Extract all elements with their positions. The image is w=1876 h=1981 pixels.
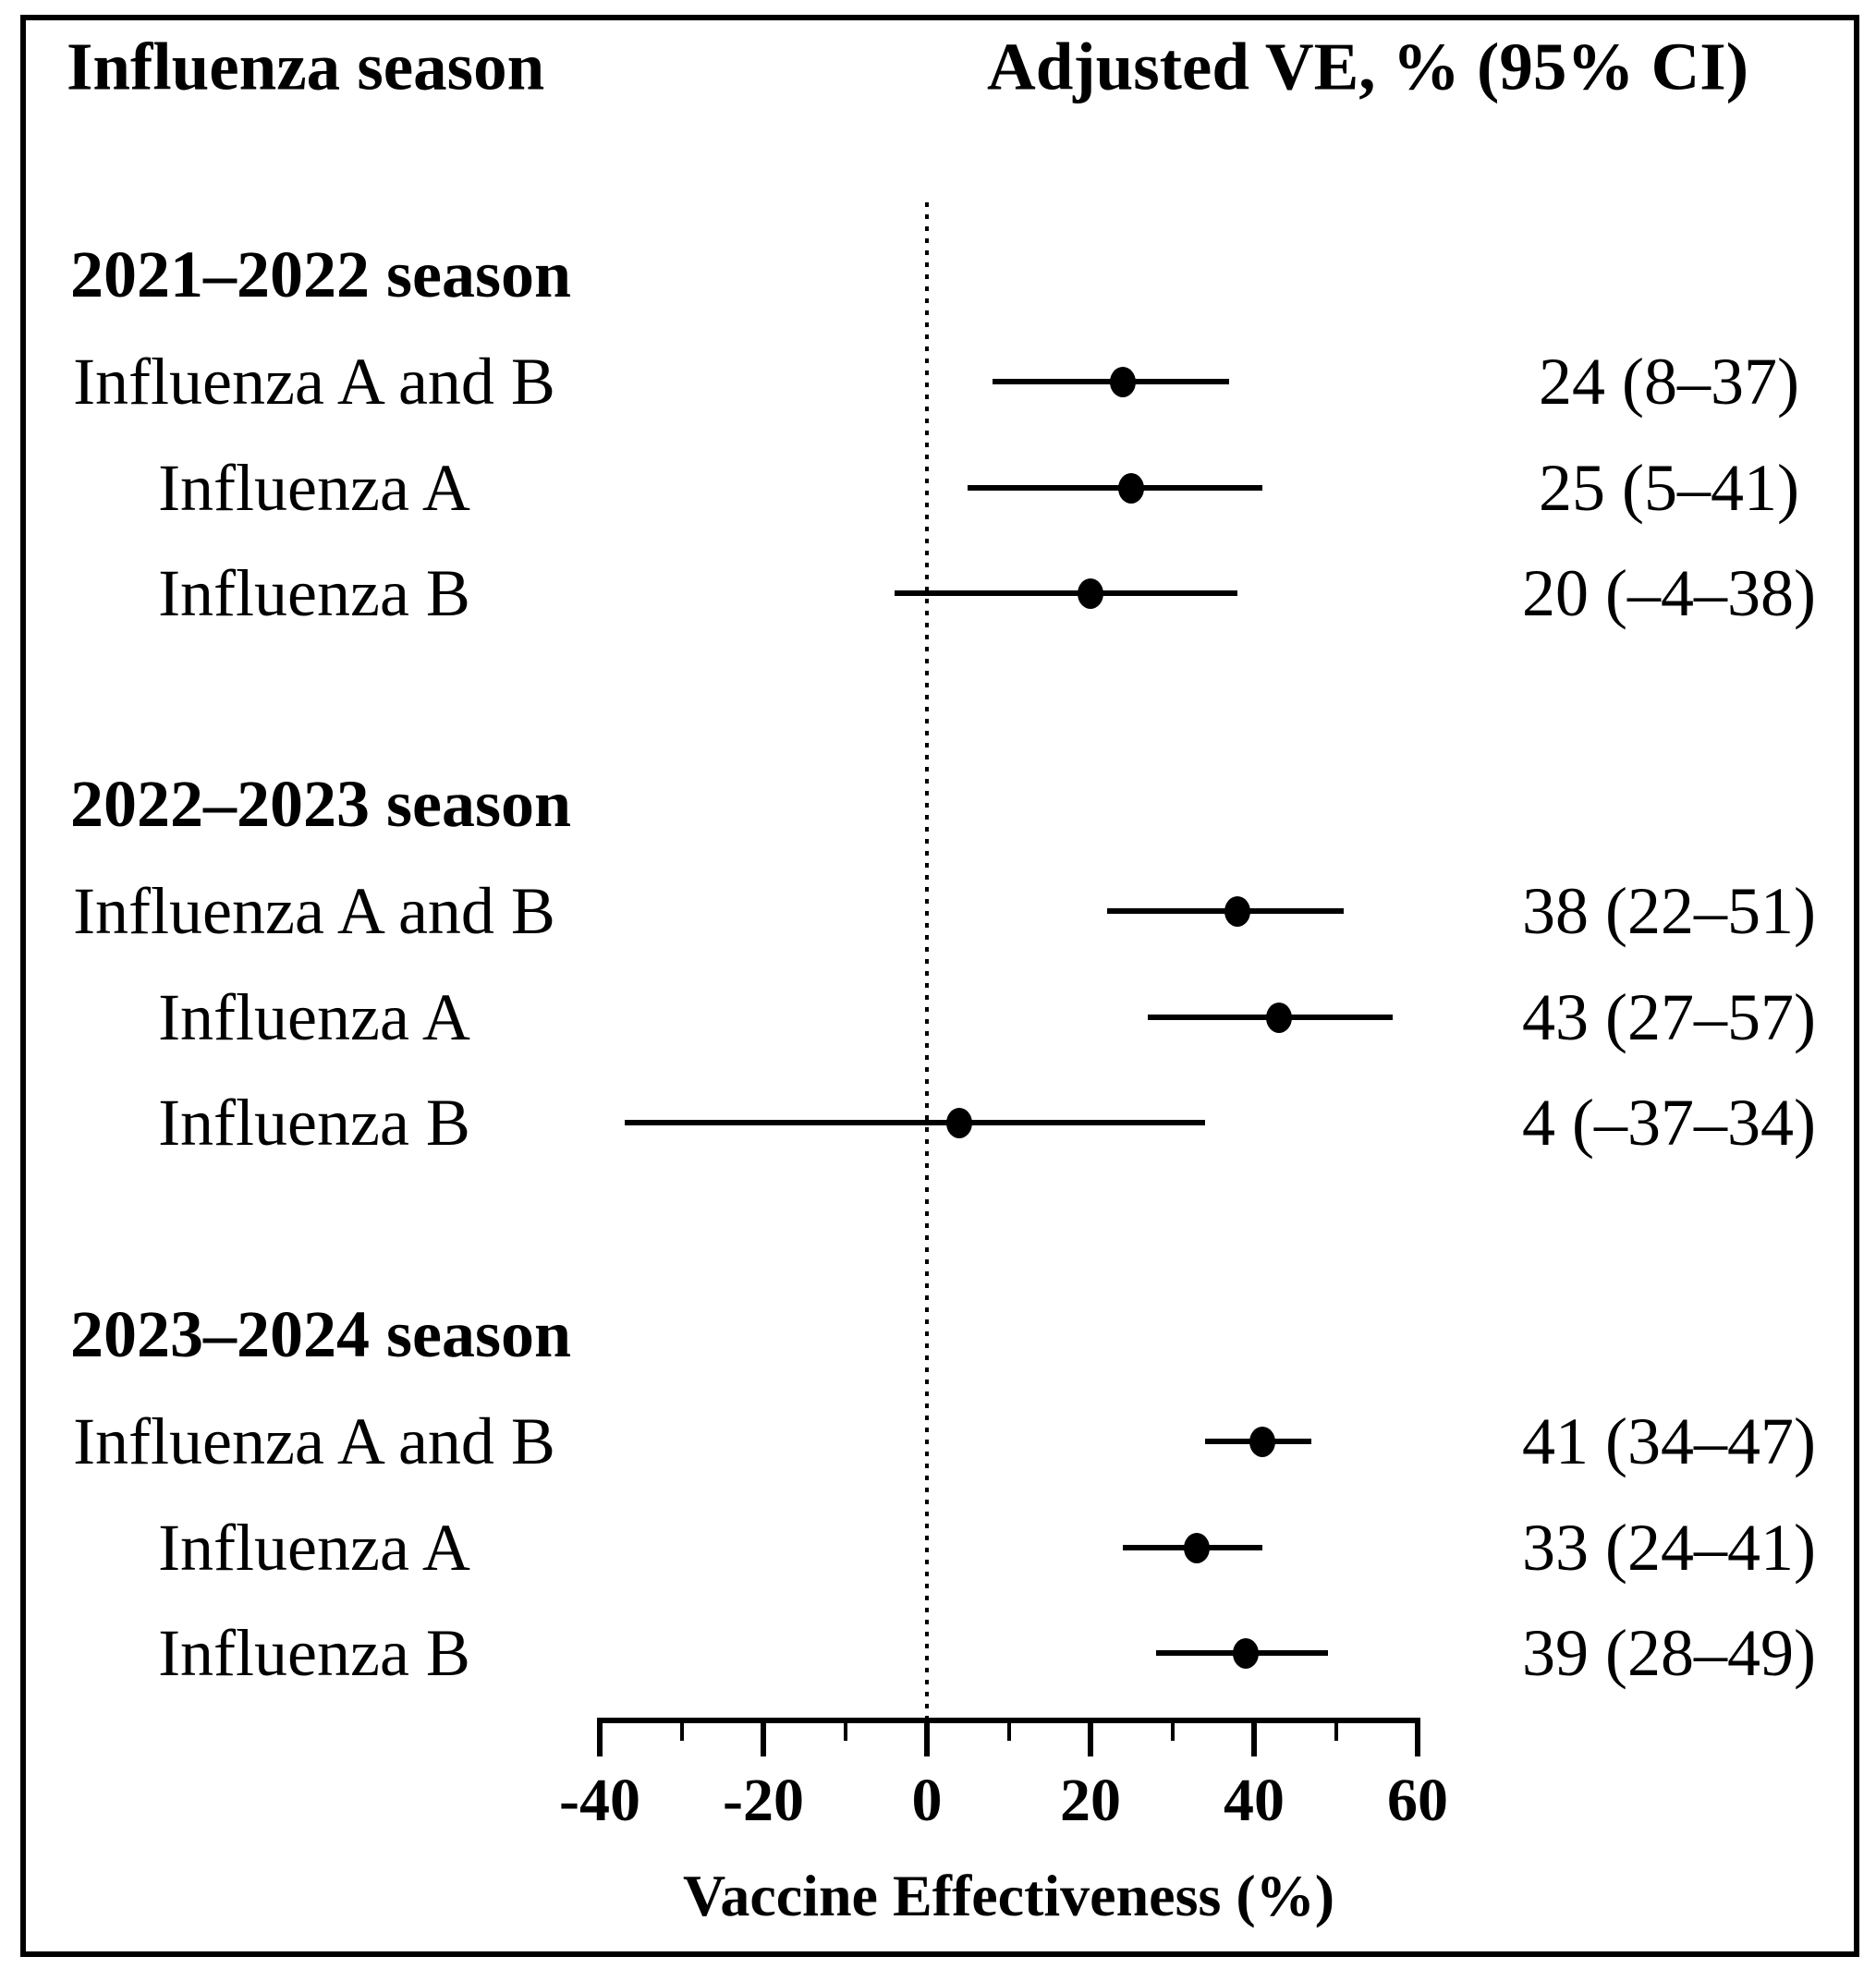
value-label: 24 (8–37) [1539,345,1799,419]
point-estimate-marker [1078,578,1103,609]
column-header-adjusted-ve: Adjusted VE, % (95% CI) [986,29,1749,104]
x-axis-tick-label: -20 [723,1767,804,1834]
value-label: 33 (24–41) [1522,1511,1816,1585]
x-axis-tick-minor [1334,1723,1338,1741]
value-label: 39 (28–49) [1522,1616,1816,1690]
x-axis-tick-label: 60 [1387,1767,1448,1834]
column-header-influenza-season: Influenza season [67,29,545,104]
x-axis-tick-label: -40 [559,1767,640,1834]
zero-reference-line [925,202,929,1720]
value-label: 4 (–37–34) [1522,1086,1816,1160]
row-label: Influenza B [158,1086,470,1160]
confidence-interval-line [968,485,1262,491]
x-axis-line [597,1718,1420,1723]
row-label: Influenza B [158,1616,470,1690]
row-label: Influenza B [158,556,470,630]
x-axis-tick-major [1088,1723,1093,1756]
point-estimate-marker [1184,1533,1211,1563]
season-label: 2022–2023 season [70,767,572,841]
point-estimate-marker [946,1108,973,1138]
x-axis-tick-minor [1006,1723,1011,1741]
value-label: 38 (22–51) [1522,874,1816,948]
point-estimate-marker [1233,1638,1260,1669]
season-label: 2023–2024 season [70,1297,572,1371]
value-label: 20 (–4–38) [1522,556,1816,630]
confidence-interval-line [894,590,1238,596]
x-axis-tick-minor [679,1723,684,1741]
confidence-interval-line [624,1120,1205,1125]
row-label: Influenza A [158,1511,470,1585]
x-axis-tick-minor [843,1723,847,1741]
x-axis-tick-major [761,1723,766,1756]
x-axis-tick-major [1415,1723,1420,1756]
point-estimate-marker [1110,367,1137,397]
x-axis-tick-label: 0 [911,1767,943,1834]
x-axis-title: Vaccine Effectiveness (%) [683,1863,1334,1928]
point-estimate-marker [1265,1003,1292,1033]
figure-border [20,15,1859,1957]
point-estimate-marker [1224,896,1251,927]
point-estimate-marker [1249,1427,1275,1457]
row-label: Influenza A and B [73,1404,555,1478]
point-estimate-marker [1118,473,1145,504]
row-label: Influenza A and B [73,874,555,948]
season-label: 2021–2022 season [70,237,572,311]
value-label: 41 (34–47) [1522,1404,1816,1478]
row-label: Influenza A [158,451,470,525]
x-axis-tick-major [924,1723,930,1756]
x-axis-tick-major [597,1723,603,1756]
value-label: 25 (5–41) [1539,451,1799,525]
row-label: Influenza A [158,980,470,1054]
value-label: 43 (27–57) [1522,980,1816,1054]
row-label: Influenza A and B [73,345,555,419]
x-axis-tick-label: 40 [1224,1767,1285,1834]
x-axis-tick-label: 20 [1060,1767,1121,1834]
x-axis-tick-minor [1170,1723,1175,1741]
x-axis-tick-major [1251,1723,1257,1756]
